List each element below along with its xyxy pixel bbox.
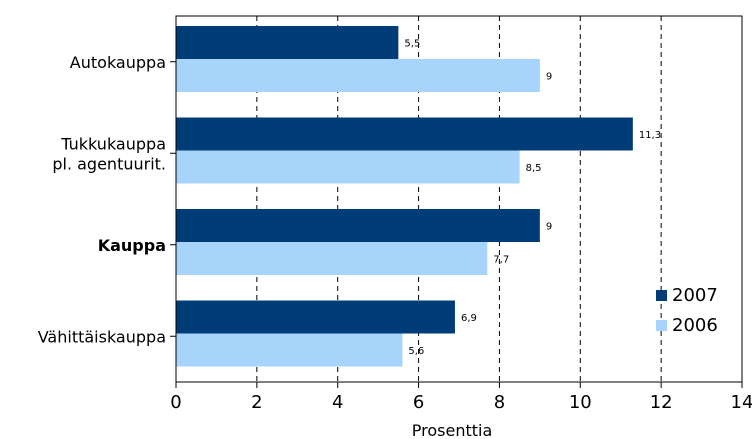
category-label: Vähittäiskauppa bbox=[38, 327, 166, 346]
data-label: 8,5 bbox=[526, 163, 542, 174]
category-label: Kauppa bbox=[98, 236, 166, 255]
bar-2007 bbox=[176, 209, 540, 242]
bar-group bbox=[176, 26, 633, 367]
data-label: 6,9 bbox=[461, 313, 477, 324]
data-label: 7,7 bbox=[493, 255, 509, 266]
x-tick-labels: 0 2 4 6 8 10 12 14 bbox=[170, 392, 752, 413]
x-tick-label: 12 bbox=[650, 392, 673, 413]
bar-2007 bbox=[176, 300, 455, 334]
x-tick-label: 14 bbox=[731, 392, 752, 413]
bar-2006 bbox=[176, 333, 403, 367]
legend-swatch bbox=[656, 290, 667, 301]
axes bbox=[170, 15, 743, 388]
bar-2007 bbox=[176, 26, 399, 59]
legend: 2007 2006 bbox=[656, 285, 718, 336]
data-label: 5,6 bbox=[408, 346, 424, 357]
category-label: Autokauppa bbox=[70, 53, 166, 72]
category-labels: Autokauppa Tukkukauppa pl. agentuurit. Kaup… bbox=[38, 53, 166, 347]
x-tick-label: 8 bbox=[494, 392, 505, 413]
legend-swatch bbox=[656, 320, 667, 331]
x-tick-label: 4 bbox=[332, 392, 343, 413]
data-labels: 5,5 9 11,3 8,5 9 7,7 6,9 5,6 bbox=[404, 39, 661, 358]
data-label: 5,5 bbox=[404, 39, 420, 50]
bar-2006 bbox=[176, 242, 488, 275]
plot-frame bbox=[175, 15, 743, 383]
bar-2006 bbox=[176, 150, 520, 184]
legend-label: 2007 bbox=[672, 285, 718, 306]
data-label: 11,3 bbox=[639, 130, 661, 141]
bar-2006 bbox=[176, 59, 540, 92]
x-tick-label: 0 bbox=[170, 392, 181, 413]
legend-label: 2006 bbox=[672, 315, 718, 336]
data-label: 9 bbox=[546, 222, 552, 233]
x-tick-label: 2 bbox=[251, 392, 262, 413]
x-tick-label: 10 bbox=[569, 392, 592, 413]
data-label: 9 bbox=[546, 72, 552, 83]
x-axis-title: Prosenttia bbox=[412, 421, 493, 439]
bar-2007 bbox=[176, 117, 633, 151]
x-tick-label: 6 bbox=[413, 392, 424, 413]
category-label: Tukkukauppa pl. agentuurit. bbox=[52, 134, 166, 173]
